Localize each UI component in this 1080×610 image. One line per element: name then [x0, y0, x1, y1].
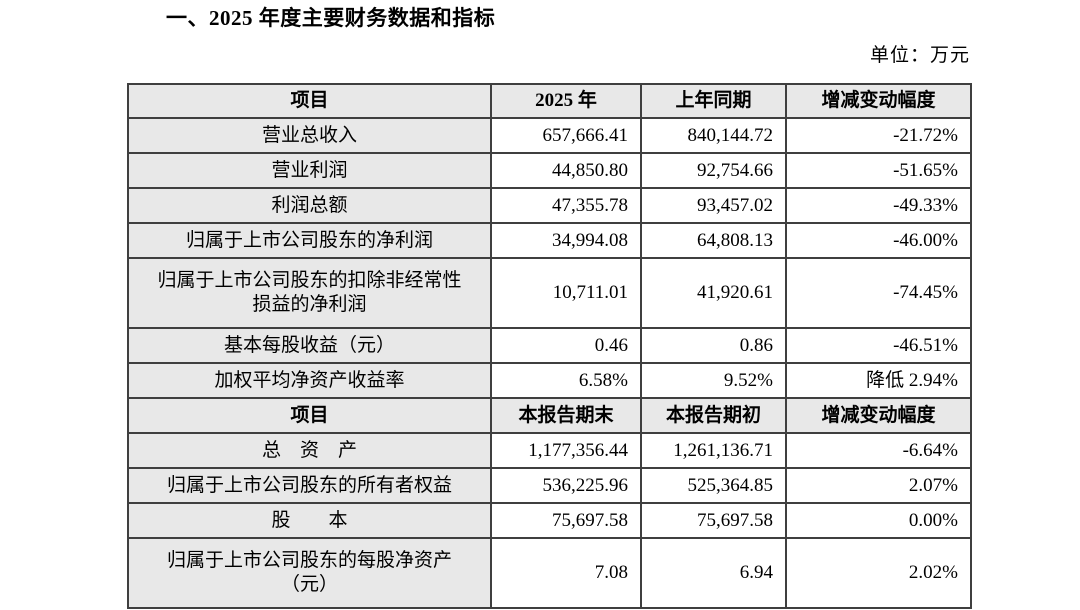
row-label: 归属于上市公司股东的扣除非经常性损益的净利润 [127, 257, 492, 329]
row-label: 股 本 [127, 502, 492, 539]
column-header-period-end: 本报告期末 [490, 397, 642, 434]
current-value: 7.08 [490, 537, 642, 609]
change-value: -74.45% [785, 257, 972, 329]
change-value: -46.51% [785, 327, 972, 364]
table-row-total-assets: 总 资 产 1,177,356.44 1,261,136.71 -6.64% [127, 432, 972, 469]
current-value: 536,225.96 [490, 467, 642, 504]
prior-value: 0.86 [640, 327, 787, 364]
prior-value: 6.94 [640, 537, 787, 609]
row-label: 利润总额 [127, 187, 492, 224]
column-header-prior-period: 上年同期 [640, 83, 787, 119]
row-label: 营业总收入 [127, 117, 492, 154]
table-header-row-2: 项目 本报告期末 本报告期初 增减变动幅度 [127, 397, 972, 434]
column-header-change: 增减变动幅度 [785, 83, 972, 119]
table-row-net-assets-per-share: 归属于上市公司股东的每股净资产（元） 7.08 6.94 2.02% [127, 537, 972, 609]
table-header-row-1: 项目 2025 年 上年同期 增减变动幅度 [127, 83, 972, 119]
column-header-change: 增减变动幅度 [785, 397, 972, 434]
column-header-period-start: 本报告期初 [640, 397, 787, 434]
page-title: 一、2025 年度主要财务数据和指标 [166, 6, 496, 30]
change-value: 0.00% [785, 502, 972, 539]
prior-value: 840,144.72 [640, 117, 787, 154]
change-value: -6.64% [785, 432, 972, 469]
current-value: 657,666.41 [490, 117, 642, 154]
change-value: 2.02% [785, 537, 972, 609]
current-value: 34,994.08 [490, 222, 642, 259]
table-row-basic-eps: 基本每股收益（元） 0.46 0.86 -46.51% [127, 327, 972, 364]
prior-value: 92,754.66 [640, 152, 787, 189]
table-row-operating-profit: 营业利润 44,850.80 92,754.66 -51.65% [127, 152, 972, 189]
current-value: 47,355.78 [490, 187, 642, 224]
prior-value: 1,261,136.71 [640, 432, 787, 469]
prior-value: 93,457.02 [640, 187, 787, 224]
row-label: 归属于上市公司股东的所有者权益 [127, 467, 492, 504]
change-value: -51.65% [785, 152, 972, 189]
change-value: -21.72% [785, 117, 972, 154]
current-value: 6.58% [490, 362, 642, 399]
current-value: 0.46 [490, 327, 642, 364]
prior-value: 525,364.85 [640, 467, 787, 504]
change-value: 2.07% [785, 467, 972, 504]
row-label: 营业利润 [127, 152, 492, 189]
prior-value: 64,808.13 [640, 222, 787, 259]
table-row-total-revenue: 营业总收入 657,666.41 840,144.72 -21.72% [127, 117, 972, 154]
column-header-current-period: 2025 年 [490, 83, 642, 119]
column-header-item: 项目 [127, 397, 492, 434]
prior-value: 41,920.61 [640, 257, 787, 329]
table-row-total-profit: 利润总额 47,355.78 93,457.02 -49.33% [127, 187, 972, 224]
row-label: 归属于上市公司股东的净利润 [127, 222, 492, 259]
unit-label: 单位：万元 [869, 45, 970, 66]
current-value: 10,711.01 [490, 257, 642, 329]
table-row-owners-equity: 归属于上市公司股东的所有者权益 536,225.96 525,364.85 2.… [127, 467, 972, 504]
change-value: -46.00% [785, 222, 972, 259]
row-label: 总 资 产 [127, 432, 492, 469]
row-label: 归属于上市公司股东的每股净资产（元） [127, 537, 492, 609]
table-row-weighted-avg-roe: 加权平均净资产收益率 6.58% 9.52% 降低 2.94% [127, 362, 972, 399]
financial-data-table: 项目 2025 年 上年同期 增减变动幅度 营业总收入 657,666.41 8… [127, 83, 972, 609]
change-value: -49.33% [785, 187, 972, 224]
current-value: 75,697.58 [490, 502, 642, 539]
prior-value: 9.52% [640, 362, 787, 399]
current-value: 1,177,356.44 [490, 432, 642, 469]
row-label: 基本每股收益（元） [127, 327, 492, 364]
column-header-item: 项目 [127, 83, 492, 119]
table-row-share-capital: 股 本 75,697.58 75,697.58 0.00% [127, 502, 972, 539]
prior-value: 75,697.58 [640, 502, 787, 539]
row-label: 加权平均净资产收益率 [127, 362, 492, 399]
table-row-net-profit-excl-nonrecurring: 归属于上市公司股东的扣除非经常性损益的净利润 10,711.01 41,920.… [127, 257, 972, 329]
current-value: 44,850.80 [490, 152, 642, 189]
change-value: 降低 2.94% [785, 362, 972, 399]
table-row-net-profit-attributable: 归属于上市公司股东的净利润 34,994.08 64,808.13 -46.00… [127, 222, 972, 259]
